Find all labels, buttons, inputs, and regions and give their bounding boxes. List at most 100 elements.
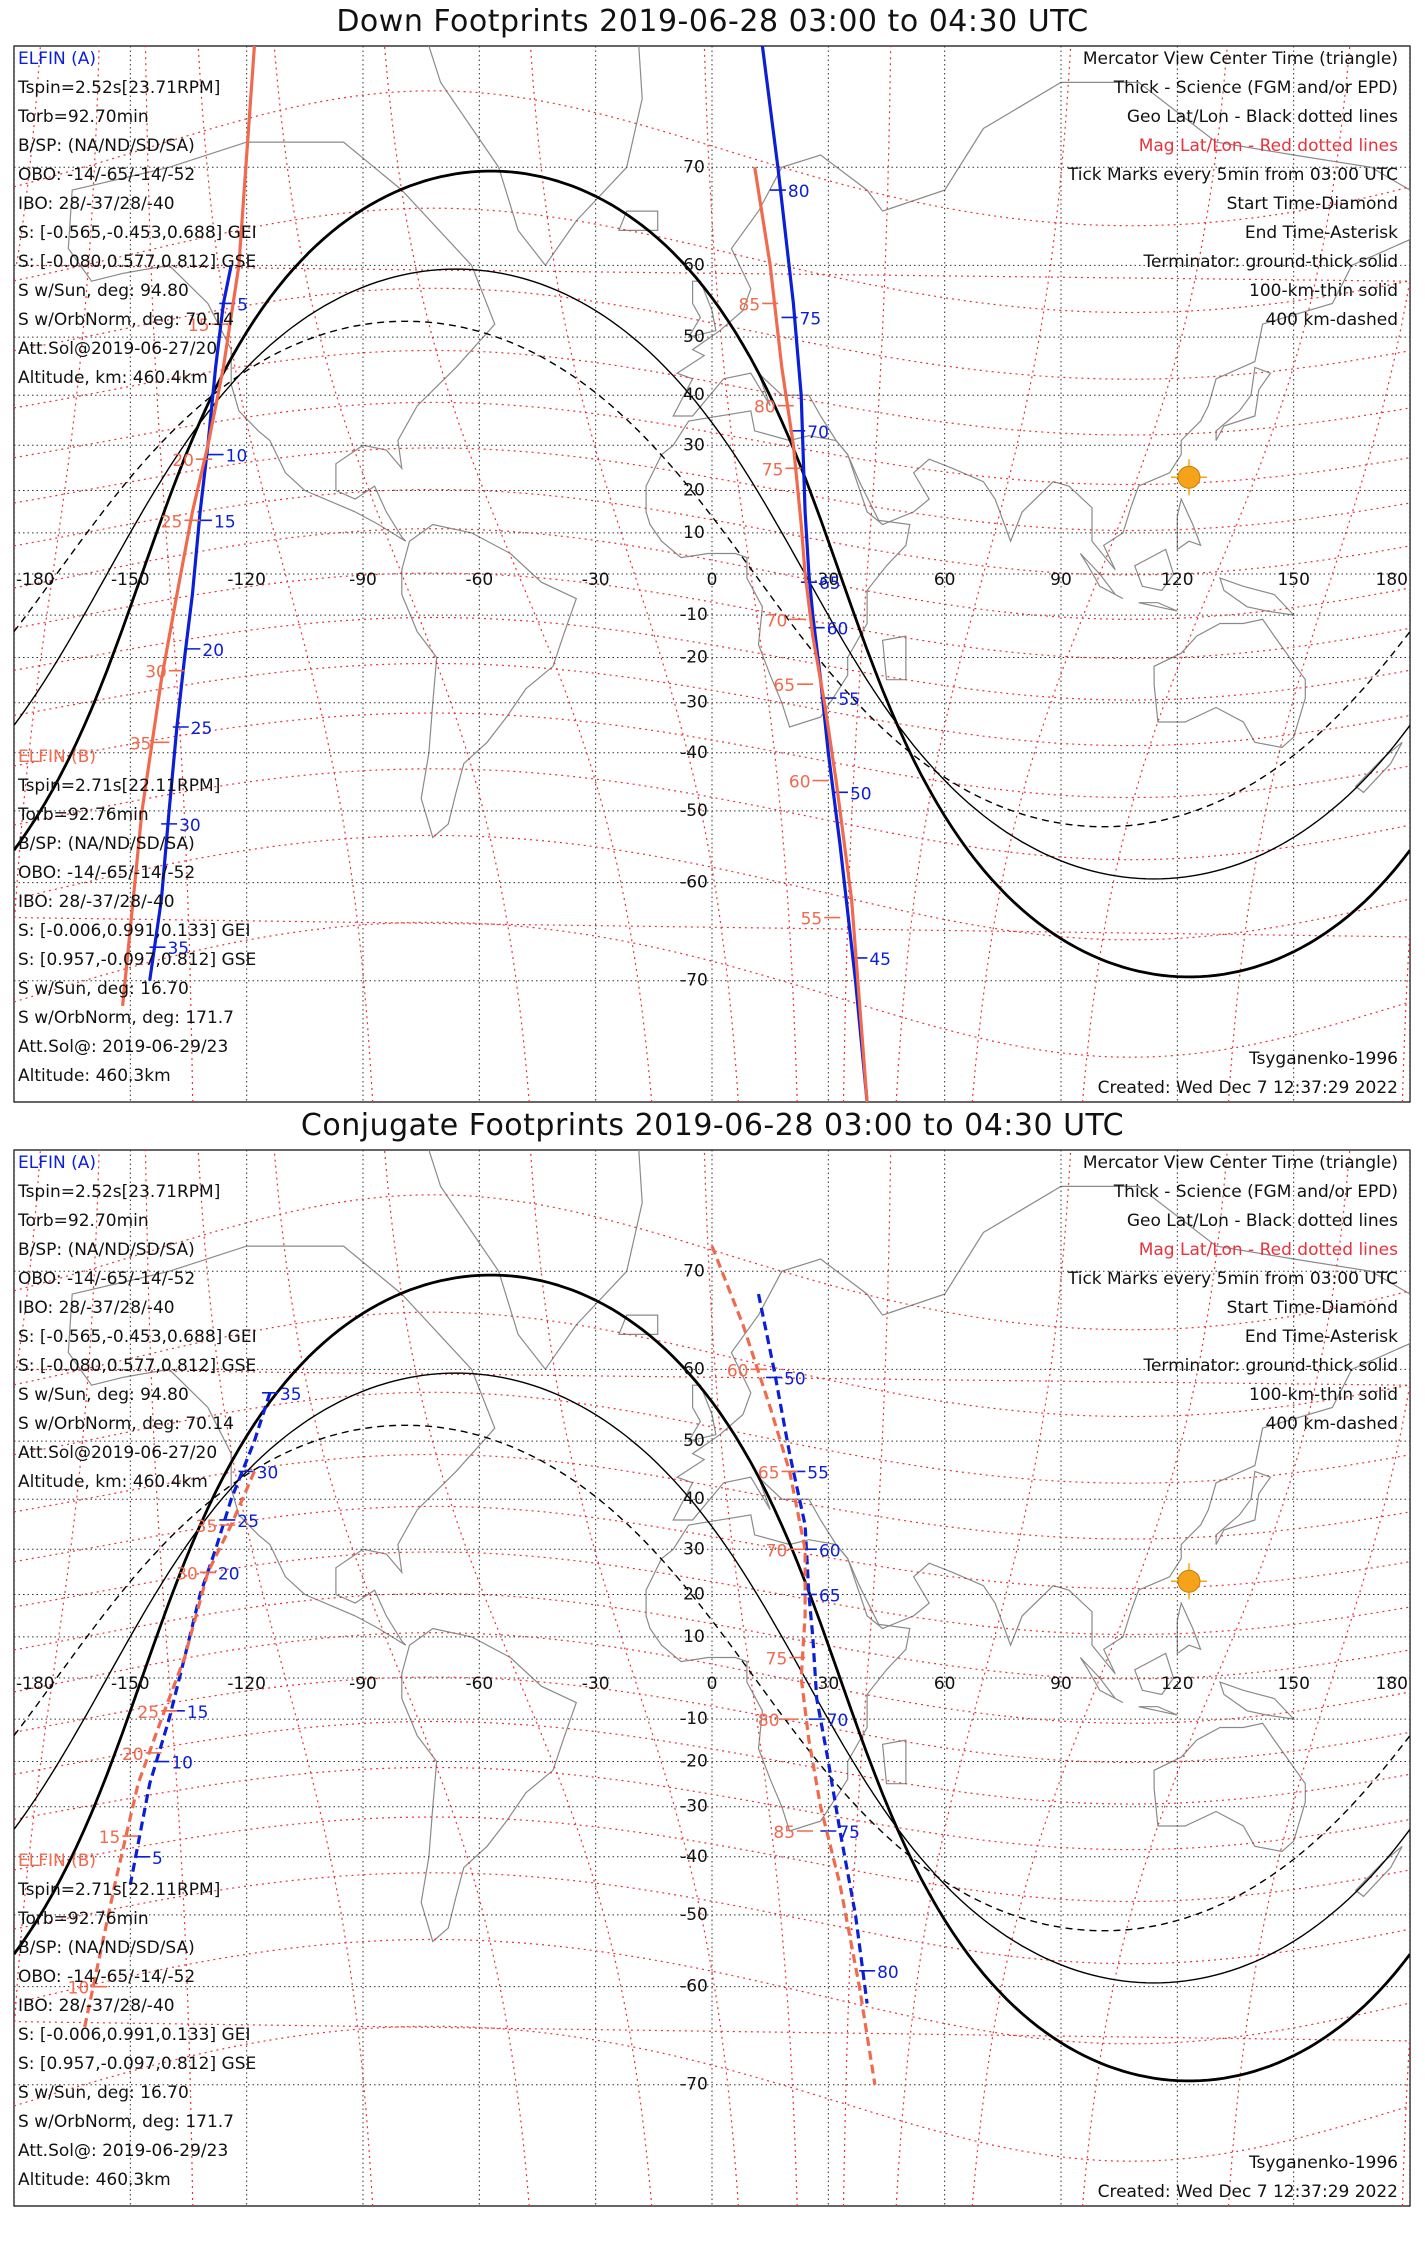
elfin-a-line: Altitude, km: 460.4km bbox=[18, 1472, 208, 1492]
elfin-a-tick-label: 20 bbox=[218, 1564, 240, 1584]
y-tick-label: -30 bbox=[680, 1797, 708, 1817]
coastline-11 bbox=[1219, 577, 1296, 616]
mag-meridian bbox=[15, 46, 1410, 1102]
legend-line: Tick Marks every 5min from 03:00 UTC bbox=[1067, 165, 1398, 185]
coastline-0 bbox=[67, 1245, 496, 1646]
x-tick-label: 90 bbox=[1050, 570, 1072, 590]
y-tick-label: 60 bbox=[683, 255, 705, 275]
elfin-b-line: B/SP: (NA/ND/SD/SA) bbox=[18, 1938, 195, 1958]
elfin-b-line: Att.Sol@: 2019-06-29/23 bbox=[18, 2141, 228, 2161]
y-tick-label: -60 bbox=[680, 1977, 708, 1997]
legend-line: Terminator: ground-thick solid bbox=[1142, 1356, 1398, 1376]
elfin-b-line: Altitude: 460.3km bbox=[18, 1066, 171, 1086]
x-tick-label: 30 bbox=[818, 570, 840, 590]
elfin-a-line: S w/OrbNorm, deg: 70.14 bbox=[18, 310, 234, 330]
elfin-b-line: OBO: -14/-65/-14/-52 bbox=[18, 1967, 195, 1987]
elfin-b-tick-label: 20 bbox=[172, 451, 194, 471]
elfin-a-tick-label: 35 bbox=[280, 1385, 302, 1405]
y-tick-label: 20 bbox=[683, 480, 705, 500]
elfin-b-line: S: [-0.006,0.991,0.133] GEI bbox=[18, 2025, 250, 2045]
mag-meridian bbox=[1081, 46, 1351, 1102]
mag-meridian bbox=[971, 46, 1228, 1102]
y-tick-label: 30 bbox=[683, 1539, 705, 1559]
x-tick-label: -150 bbox=[111, 570, 150, 590]
x-tick-label: 60 bbox=[934, 1674, 956, 1694]
elfin-a-tick-label: 25 bbox=[191, 719, 213, 739]
elfin-b-tick-label: 30 bbox=[145, 663, 167, 683]
mag-meridian bbox=[1081, 1150, 1351, 2206]
legend-line: Terminator: ground-thick solid bbox=[1142, 252, 1398, 272]
terminator-400km bbox=[14, 1424, 1410, 1932]
elfin-a-tick-label: 45 bbox=[869, 950, 891, 970]
elfin-a-info: ELFIN (A) Tspin=2.52s[23.71RPM] Torb=92.70… bbox=[17, 49, 257, 388]
mag-meridian bbox=[842, 46, 892, 1102]
x-tick-label: 180 bbox=[1376, 1674, 1408, 1694]
x-tick-label: 0 bbox=[707, 1674, 718, 1694]
coastlines bbox=[67, 46, 1410, 839]
mag-parallel bbox=[14, 1766, 1410, 1851]
legend: Mercator View Center Time (triangle) Thic… bbox=[1067, 1153, 1398, 1434]
elfin-b-line: B/SP: (NA/ND/SD/SA) bbox=[18, 834, 195, 854]
sun-icon bbox=[1170, 1563, 1207, 1600]
legend-line: 400 km-dashed bbox=[1266, 1414, 1398, 1434]
terminator-400km bbox=[14, 320, 1410, 828]
y-tick-label: -10 bbox=[680, 1709, 708, 1729]
terminator-ground bbox=[14, 1273, 1410, 2083]
mag-meridian bbox=[895, 46, 1072, 1102]
elfin-b-info: ELFIN (B) Tspin=2.71s[22.11RPM] Torb=92.76… bbox=[17, 747, 256, 1086]
y-tick-label: -10 bbox=[680, 605, 708, 625]
elfin-b-tick-label: 70 bbox=[766, 611, 788, 631]
mag-parallel bbox=[14, 616, 1410, 701]
map-plot-area bbox=[14, 46, 1410, 1102]
coastline-15 bbox=[1176, 497, 1202, 551]
elfin-a-name: ELFIN (A) bbox=[18, 49, 96, 69]
mag-meridian bbox=[971, 1150, 1228, 2206]
y-tick-label: -70 bbox=[680, 2075, 708, 2095]
legend-line: Geo Lat/Lon - Black dotted lines bbox=[1127, 1211, 1398, 1231]
x-tick-label: -180 bbox=[16, 570, 55, 590]
x-tick-label: 150 bbox=[1277, 570, 1309, 590]
elfin-a-line: IBO: 28/-37/28/-40 bbox=[18, 194, 175, 214]
elfin-b-tick-label: 60 bbox=[789, 773, 811, 793]
legend-line: Mag Lat/Lon - Red dotted lines bbox=[1139, 1240, 1398, 1260]
mag-parallel bbox=[14, 207, 1410, 314]
elfin-a-line: S: [-0.565,-0.453,0.688] GEI bbox=[18, 1327, 257, 1347]
panel-title-conjugate: Conjugate Footprints 2019-06-28 03:00 to… bbox=[300, 1108, 1125, 1143]
coastline-12 bbox=[687, 1384, 717, 1443]
elfin-a-line: Tspin=2.52s[23.71RPM] bbox=[17, 1182, 220, 1202]
coastline-7 bbox=[1215, 1470, 1272, 1545]
elfin-a-line: B/SP: (NA/ND/SD/SA) bbox=[18, 136, 195, 156]
elfin-a-info: ELFIN (A) Tspin=2.52s[23.71RPM] Torb=92.70… bbox=[17, 1153, 257, 1492]
x-tick-label: -120 bbox=[227, 1674, 266, 1694]
elfin-a-line: S: [-0.565,-0.453,0.688] GEI bbox=[18, 223, 257, 243]
y-tick-label: 30 bbox=[683, 435, 705, 455]
mag-parallel bbox=[14, 2025, 1410, 2162]
legend-line: Geo Lat/Lon - Black dotted lines bbox=[1127, 107, 1398, 127]
coastline-4 bbox=[1153, 1722, 1306, 1853]
elfin-b-tick-label: 15 bbox=[99, 1828, 121, 1848]
elfin-b-line: S: [0.957,-0.097,0.812] GSE bbox=[18, 2054, 256, 2074]
panel-title-down: Down Footprints 2019-06-28 03:00 to 04:3… bbox=[336, 4, 1089, 39]
sun-disc bbox=[1177, 1569, 1201, 1593]
elfin-a-line: Att.Sol@2019-06-27/20 bbox=[18, 1443, 217, 1463]
axis-labels: -180 -150 -120 -90 -60 -30 0 30 60 90 120 150 180 -70… bbox=[16, 157, 1408, 990]
elfin-b-tick-label: 80 bbox=[754, 398, 776, 418]
coastline-12 bbox=[687, 280, 717, 339]
elfin-a-line: Tspin=2.52s[23.71RPM] bbox=[17, 78, 220, 98]
elfin-a-tick-label: 80 bbox=[788, 182, 810, 202]
x-tick-label: -90 bbox=[349, 1674, 377, 1694]
elfin-b-tick-label: 70 bbox=[766, 1541, 788, 1561]
elfin-a-track-pass2 bbox=[756, 1293, 869, 2004]
x-tick-label: -150 bbox=[111, 1674, 150, 1694]
mag-meridian bbox=[383, 1150, 653, 2206]
model-label: Tsyganenko-1996 bbox=[1248, 1049, 1398, 1069]
mag-meridian bbox=[144, 1150, 194, 2206]
elfin-b-line: OBO: -14/-65/-14/-52 bbox=[18, 863, 195, 883]
mag-meridian bbox=[383, 46, 653, 1102]
elfin-a-tick-label: 50 bbox=[784, 1369, 806, 1389]
axis-labels: -180 -150 -120 -90 -60 -30 0 30 60 90 120 150 180 -70… bbox=[16, 1261, 1408, 2094]
legend-line: Thick - Science (FGM and/or EPD) bbox=[1113, 1182, 1398, 1202]
elfin-a-line: Altitude, km: 460.4km bbox=[18, 368, 208, 388]
elfin-a-tick-label: 25 bbox=[237, 1512, 259, 1532]
elfin-a-line: Torb=92.70min bbox=[17, 1211, 149, 1231]
